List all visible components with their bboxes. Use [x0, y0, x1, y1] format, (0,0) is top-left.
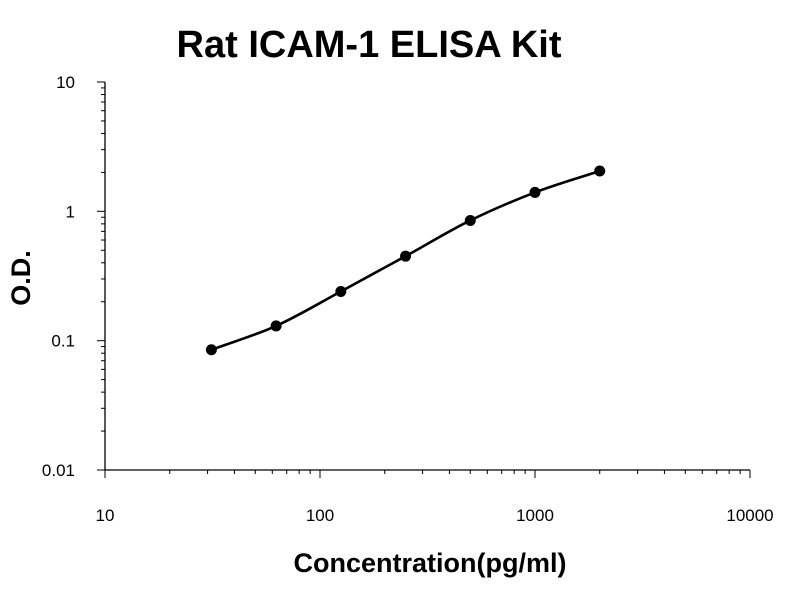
- data-point: [335, 285, 347, 297]
- data-points: [205, 165, 606, 356]
- x-tick-label: 10000: [726, 506, 773, 525]
- x-axis-ticks: [104, 470, 751, 478]
- x-axis-label: Concentration(pg/ml): [294, 548, 567, 578]
- y-tick-label: 10: [56, 73, 75, 92]
- x-tick-label: 10: [96, 506, 115, 525]
- data-point: [205, 344, 217, 356]
- data-point: [464, 214, 476, 226]
- x-tick-label: 1000: [516, 506, 554, 525]
- y-tick-label: 0.1: [51, 332, 75, 351]
- y-tick-label: 0.01: [42, 461, 75, 480]
- chart-title: Rat ICAM-1 ELISA Kit: [177, 24, 562, 66]
- y-tick-label: 1: [66, 202, 75, 221]
- y-axis-label: O.D.: [6, 250, 36, 306]
- data-point: [400, 250, 412, 262]
- y-axis-tick-labels: 0.01 0.1 1 10: [42, 73, 75, 480]
- axes: 0.01 0.1 1 10 10 100 1000 10000: [42, 73, 774, 525]
- y-axis-ticks: [97, 81, 105, 471]
- x-axis-tick-labels: 10 100 1000 10000: [96, 506, 774, 525]
- data-point: [594, 165, 606, 177]
- data-point: [529, 186, 541, 198]
- data-point: [270, 320, 282, 332]
- x-tick-label: 100: [306, 506, 334, 525]
